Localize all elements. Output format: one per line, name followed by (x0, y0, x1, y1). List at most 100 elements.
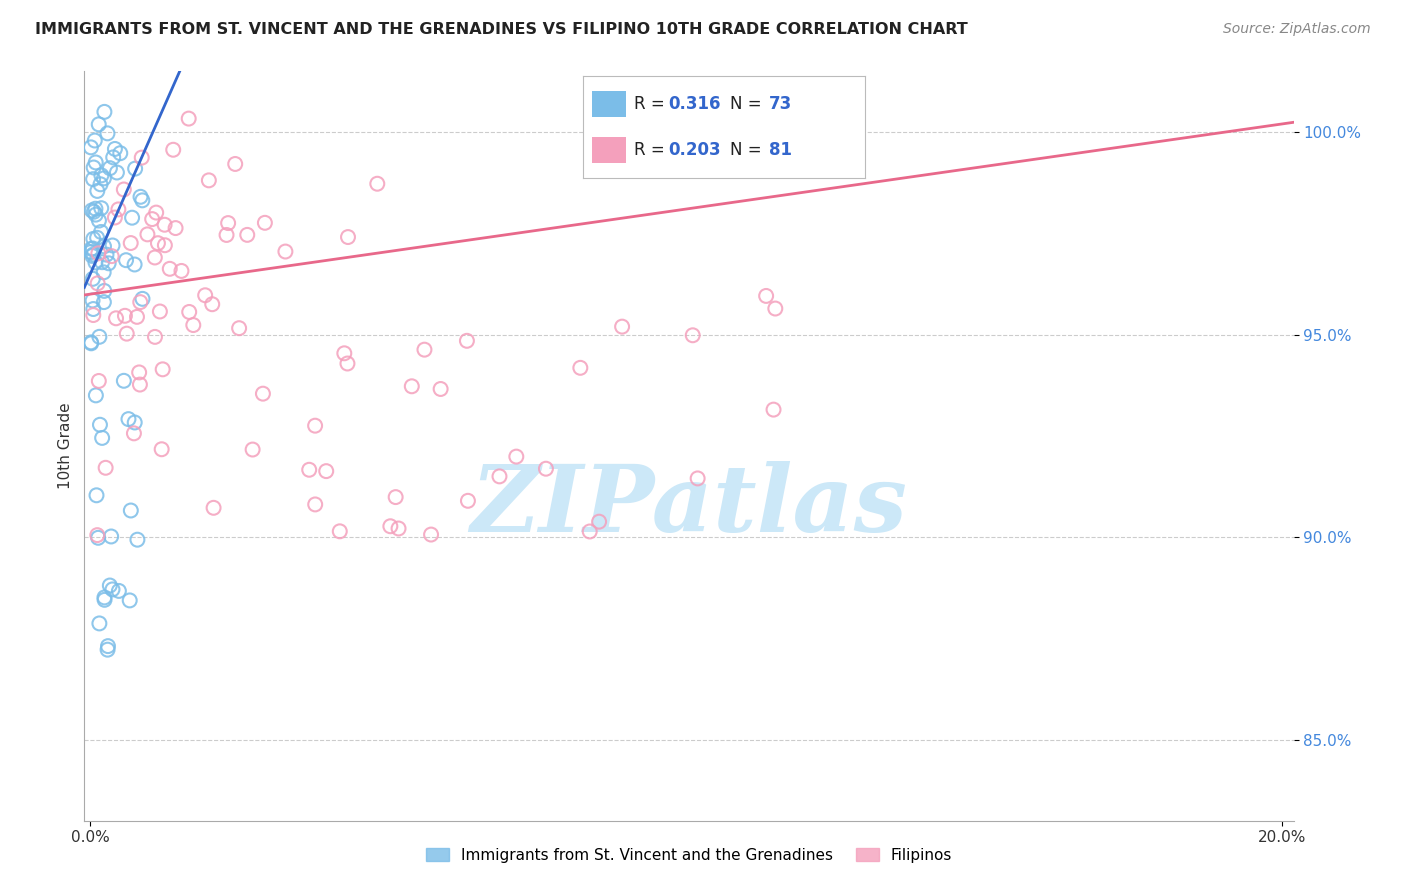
Point (387, 521, 409, 535)
Point (146, 236, 169, 251)
Point (93, 239, 115, 253)
Point (384, 490, 406, 504)
Point (86, 231, 108, 245)
Point (103, 150, 125, 164)
Point (336, 357, 359, 371)
Point (105, 311, 128, 326)
Point (141, 212, 163, 227)
Point (90, 225, 112, 239)
Point (93, 284, 115, 298)
Point (97, 639, 120, 653)
Point (93, 295, 115, 310)
Point (83, 204, 105, 219)
Text: 0.203: 0.203 (668, 141, 720, 159)
Point (170, 264, 193, 278)
Point (100, 529, 122, 543)
Point (143, 251, 166, 265)
Point (366, 177, 388, 191)
Point (82, 172, 104, 186)
Point (82, 249, 104, 263)
Point (242, 442, 264, 457)
Point (755, 289, 778, 303)
Point (82, 247, 104, 261)
Point (87, 213, 110, 227)
Text: N =: N = (730, 141, 766, 159)
Point (114, 309, 136, 323)
FancyBboxPatch shape (592, 91, 626, 117)
Point (115, 253, 138, 268)
Point (129, 190, 152, 204)
Point (80, 336, 103, 351)
Point (120, 503, 142, 517)
Text: IMMIGRANTS FROM ST. VINCENT AND THE GRENADINES VS FILIPINO 10TH GRADE CORRELATIO: IMMIGRANTS FROM ST. VINCENT AND THE GREN… (35, 22, 967, 37)
Point (82, 308, 104, 322)
Point (80, 140, 103, 154)
Text: Source: ZipAtlas.com: Source: ZipAtlas.com (1223, 22, 1371, 37)
Text: ZIPatlas: ZIPatlas (471, 461, 907, 551)
Point (87, 246, 110, 260)
Point (534, 461, 557, 475)
Point (198, 173, 221, 187)
Point (181, 318, 204, 332)
Point (413, 343, 436, 357)
Point (153, 218, 176, 232)
Point (89, 178, 111, 192)
Point (224, 157, 246, 171)
Text: 0.316: 0.316 (668, 95, 720, 113)
Point (112, 182, 135, 196)
Point (101, 238, 124, 252)
Point (127, 533, 149, 547)
Point (129, 295, 152, 310)
Point (110, 146, 132, 161)
Point (177, 112, 200, 126)
Point (86, 488, 108, 502)
Text: R =: R = (634, 141, 671, 159)
Point (578, 524, 600, 539)
Point (112, 374, 135, 388)
Point (179, 305, 201, 319)
Point (143, 330, 166, 344)
Point (84, 202, 107, 216)
Point (80, 335, 103, 350)
Point (101, 582, 124, 597)
Point (762, 402, 785, 417)
Point (89, 417, 111, 432)
Point (329, 524, 352, 539)
Point (98, 578, 121, 592)
Y-axis label: 10th Grade: 10th Grade (58, 402, 73, 490)
Point (124, 161, 146, 176)
Point (488, 469, 510, 483)
Point (298, 463, 321, 477)
Point (252, 386, 274, 401)
Point (420, 527, 443, 541)
Point (91, 255, 114, 269)
Point (82, 272, 104, 286)
Point (107, 202, 129, 217)
Point (236, 227, 259, 242)
Point (120, 235, 142, 250)
Point (159, 261, 181, 276)
Point (87, 117, 110, 131)
Point (82, 242, 104, 256)
Point (122, 426, 145, 441)
Point (380, 519, 402, 533)
Point (82, 232, 104, 246)
Point (153, 238, 176, 252)
Point (125, 310, 148, 324)
Point (93, 104, 115, 119)
Point (333, 346, 356, 360)
Point (129, 377, 152, 392)
Point (93, 171, 115, 186)
Point (96, 247, 118, 261)
Point (87, 374, 110, 388)
Point (145, 205, 167, 219)
Point (124, 416, 146, 430)
Point (84, 155, 107, 169)
Text: R =: R = (634, 95, 671, 113)
Point (128, 366, 150, 380)
Point (152, 362, 174, 376)
Point (89, 616, 111, 631)
Point (80, 242, 103, 256)
Point (82, 301, 104, 316)
Point (401, 379, 423, 393)
